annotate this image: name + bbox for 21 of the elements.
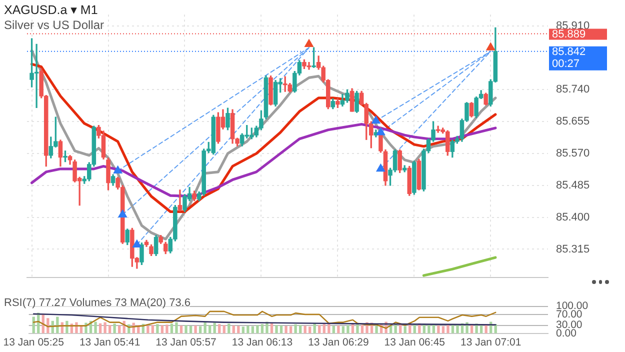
y-tick-label: 85.655 — [556, 116, 590, 128]
y-tick-label: 85.400 — [556, 211, 590, 224]
x-tick-label: 13 Jan 06:13 — [232, 336, 293, 349]
ref-line-label: 85.889 — [552, 28, 586, 40]
y-tick-label: 85.315 — [556, 243, 590, 256]
x-tick-label: 13 Jan 06:45 — [384, 336, 446, 349]
x-tick-label: 13 Jan 05:57 — [156, 336, 217, 349]
x-tick-label: 13 Jan 05:41 — [79, 336, 140, 349]
x-tick-label: 13 Jan 05:25 — [3, 336, 64, 349]
text: 00:27 — [552, 58, 580, 70]
ref-line-label: 85.842 — [552, 46, 586, 58]
y-tick-label: 85.570 — [556, 148, 590, 160]
chart-subtitle: Silver vs US Dollar — [4, 18, 104, 32]
y-tick-label: 85.740 — [556, 84, 590, 96]
chart-title: XAGUSD.a ▾ M1 — [4, 2, 98, 17]
y-tick-label: 0.00 — [556, 327, 577, 340]
x-tick-label: 13 Jan 07:01 — [460, 336, 522, 349]
chart-title: RSI(7) 77.27 Volumes 73 MA(20) 73.6 — [4, 297, 190, 309]
y-tick-label: 70.00 — [556, 308, 582, 320]
x-tick-label: 13 Jan 06:29 — [308, 336, 369, 349]
y-tick-label: 85.485 — [556, 179, 590, 192]
